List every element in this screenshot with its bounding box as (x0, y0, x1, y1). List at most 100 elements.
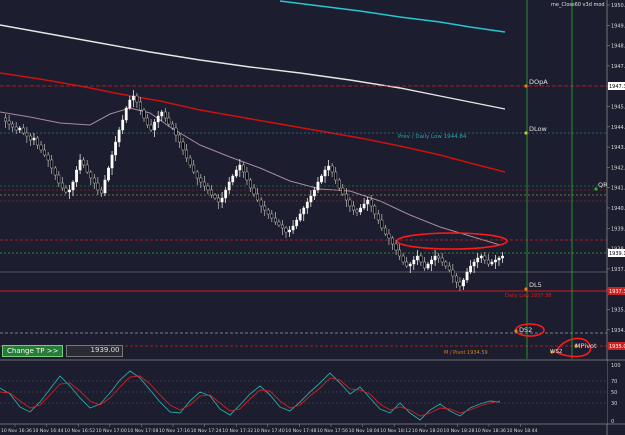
price-tick-label: 1950.70 (611, 3, 625, 9)
candle-body (387, 233, 391, 239)
candle-body (323, 169, 327, 177)
candle-body (451, 269, 455, 277)
candle-body (217, 197, 220, 203)
candle-body (447, 265, 451, 271)
candle-body (408, 263, 412, 267)
price-highlight-label: 1947.31 (609, 84, 625, 90)
time-tick-label: 10 Nov 18:04 (349, 428, 380, 434)
candle-body (78, 159, 82, 171)
candle-body (178, 134, 181, 143)
candle-body (263, 205, 267, 211)
osc-tick-label: 0 (611, 419, 614, 425)
candle-body (68, 189, 71, 193)
candle-body (455, 275, 458, 283)
price-highlight-label: 1937.38 (609, 289, 625, 295)
candle-body (89, 171, 93, 179)
candle-body (114, 141, 118, 156)
candle-body (298, 213, 302, 221)
candle-body (185, 149, 188, 159)
candle-body (139, 101, 142, 111)
indicator-title: me_Closs60 v3d mod (551, 2, 605, 8)
candle-body (213, 194, 217, 199)
oscillator-teal-line (0, 370, 501, 421)
candle-body (291, 225, 295, 231)
candle-body (273, 217, 277, 223)
ma-white-line (0, 24, 506, 110)
candle-body (149, 124, 153, 131)
candle-body (373, 205, 377, 215)
candle-body (341, 187, 345, 195)
candle-body (71, 181, 75, 191)
ma-red-line (0, 72, 506, 173)
ma-mauve-line (0, 107, 501, 246)
price-highlight-label: 1935.06 (609, 344, 625, 350)
candle-body (92, 177, 96, 184)
candle-body (36, 137, 39, 146)
price-tick-label: 1945.70 (611, 105, 625, 111)
candle-body (121, 119, 125, 131)
candle-body (96, 182, 100, 191)
time-tick-label: 10 Nov 17:48 (285, 428, 316, 434)
candle-body (50, 159, 54, 169)
candle-body (135, 95, 139, 103)
candle-body (277, 221, 281, 226)
osc-tick-label: 70 (611, 379, 617, 385)
candle-body (64, 187, 68, 193)
candle-body (103, 179, 107, 194)
label-pivot: M / Pivot 1934.59 (444, 350, 488, 356)
price-tick-label: 1948.70 (611, 44, 625, 50)
candle-body (380, 219, 384, 229)
candle-body (430, 259, 433, 265)
candle-body (472, 261, 476, 267)
price-tick-label: 1949.70 (611, 23, 625, 29)
price-tick-label: 1943.70 (611, 145, 625, 151)
candle-body (252, 187, 256, 195)
candle-body (270, 213, 274, 219)
candle-body (295, 219, 299, 227)
candle-body (75, 169, 78, 183)
candle-body (302, 207, 306, 215)
tp-value-field[interactable]: 1939.00 (66, 344, 124, 357)
time-tick-label: 10 Nov 17:40 (254, 428, 285, 434)
candle-body (355, 209, 359, 213)
candle-body (398, 249, 401, 257)
candle-body (337, 179, 341, 189)
candle-body (320, 175, 323, 183)
candle-body (327, 165, 330, 171)
candle-body (469, 265, 472, 273)
candle-body (426, 263, 430, 269)
candle-body (163, 111, 167, 119)
trade-panel: Change TP >> 1939.00 (2, 344, 124, 357)
label-prev-daily-low: Prev / Daily Low 1944.84 (398, 134, 467, 140)
candle-body (245, 171, 249, 181)
price-axis-highlights: 1947.31 1939.12 1937.38 1935.06 (608, 82, 625, 350)
label-dopen: DOpA (529, 78, 548, 86)
candle-body (188, 157, 192, 166)
candle-body (266, 209, 270, 215)
time-tick-label: 10 Nov 17:16 (159, 428, 190, 434)
label-mpivot: MPivot (575, 342, 597, 350)
candle-body (234, 169, 238, 177)
candle-body (160, 111, 164, 117)
time-tick-label: 10 Nov 17:24 (191, 428, 222, 434)
candle-body (32, 137, 36, 141)
time-tick-label: 10 Nov 17:32 (222, 428, 253, 434)
candle-body (53, 167, 57, 176)
candle-body (181, 141, 185, 151)
time-tick-label: 10 Nov 16:36 (1, 428, 32, 434)
candle-body (146, 117, 149, 126)
candle-body (476, 257, 480, 263)
candle-body (462, 279, 465, 287)
candle-body (131, 95, 135, 101)
annotation-mark-mpivot (555, 337, 592, 358)
candle-body (415, 255, 419, 261)
candle-body (220, 197, 224, 203)
change-tp-button[interactable]: Change TP >> (2, 344, 64, 357)
candle-body (330, 165, 334, 173)
price-tick-label: 1942.70 (611, 165, 625, 171)
candle-body (14, 126, 18, 131)
time-axis: 10 Nov 16:36 10 Nov 16:44 10 Nov 16:52 10 N… (1, 424, 538, 434)
candle-body (440, 257, 444, 263)
candle-body (376, 213, 380, 221)
